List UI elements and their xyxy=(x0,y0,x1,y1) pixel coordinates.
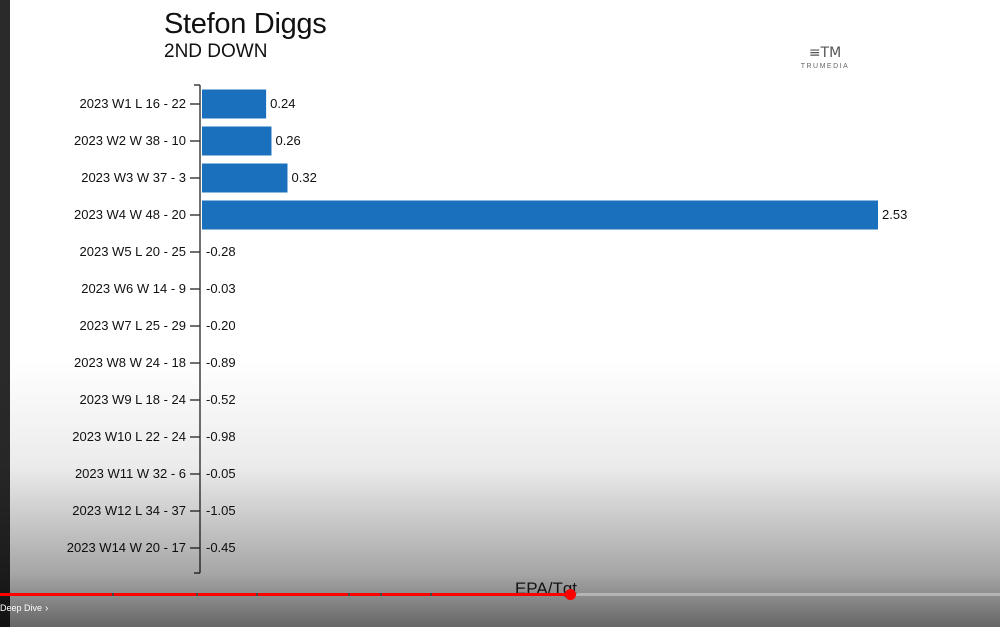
y-tick-label: 2023 W2 W 38 - 10 xyxy=(74,133,186,148)
bar-value-label: -0.28 xyxy=(206,244,236,259)
y-tick-label: 2023 W9 L 18 - 24 xyxy=(80,392,186,407)
bar-value-label: 0.32 xyxy=(292,170,317,185)
video-left-edge xyxy=(0,0,10,627)
trumedia-logo-mark: ≡TM xyxy=(808,45,842,61)
chapter-marker xyxy=(196,593,198,596)
y-tick-label: 2023 W7 L 25 - 29 xyxy=(80,318,186,333)
bar-value-label: -0.03 xyxy=(206,281,236,296)
bar-value-label: -0.05 xyxy=(206,466,236,481)
chapter-marker xyxy=(348,593,350,596)
chapter-marker xyxy=(256,593,258,596)
video-progress-bar[interactable] xyxy=(0,589,1000,600)
bar-value-label: 2.53 xyxy=(882,207,907,222)
bar-value-label: 0.26 xyxy=(275,133,300,148)
y-tick-label: 2023 W10 L 22 - 24 xyxy=(72,429,186,444)
y-tick-label: 2023 W4 W 48 - 20 xyxy=(74,207,186,222)
bar-value-label: -0.52 xyxy=(206,392,236,407)
progress-played xyxy=(0,593,570,596)
y-tick-label: 2023 W5 L 20 - 25 xyxy=(80,244,186,259)
y-tick-label: 2023 W1 L 16 - 22 xyxy=(80,96,186,111)
chart-title: Stefon Diggs xyxy=(164,8,327,40)
bar xyxy=(202,163,288,193)
scrubber-handle[interactable] xyxy=(565,589,576,600)
chevron-right-icon: › xyxy=(45,603,49,614)
bar xyxy=(202,89,267,119)
bar-value-label: -0.45 xyxy=(206,540,236,555)
y-tick-label: 2023 W3 W 37 - 3 xyxy=(81,170,186,185)
bar xyxy=(202,200,878,230)
chapter-marker xyxy=(380,593,382,596)
y-tick-label: 2023 W12 L 34 - 37 xyxy=(72,503,186,518)
y-tick-label: 2023 W11 W 32 - 6 xyxy=(75,466,186,481)
y-tick-label: 2023 W6 W 14 - 9 xyxy=(81,281,186,296)
trumedia-logo-text: TRUMEDIA xyxy=(800,63,850,70)
bar-value-label: -0.20 xyxy=(206,318,236,333)
chapter-title: Deep Dive xyxy=(0,603,43,613)
chapter-button[interactable]: Deep Dive › xyxy=(0,603,48,614)
bar-value-label: 0.24 xyxy=(270,96,295,111)
chapter-marker xyxy=(112,593,114,596)
chart-subtitle: 2ND DOWN xyxy=(164,41,268,62)
bar-value-label: -0.89 xyxy=(206,355,236,370)
y-tick-label: 2023 W14 W 20 - 17 xyxy=(67,540,186,555)
bar-value-label: -1.05 xyxy=(206,503,236,518)
bar-value-label: -0.98 xyxy=(206,429,236,444)
y-tick-label: 2023 W8 W 24 - 18 xyxy=(74,355,186,370)
chapter-marker xyxy=(430,593,432,596)
bar xyxy=(202,126,272,156)
trumedia-logo-icon: ≡TM TRUMEDIA xyxy=(795,46,855,70)
